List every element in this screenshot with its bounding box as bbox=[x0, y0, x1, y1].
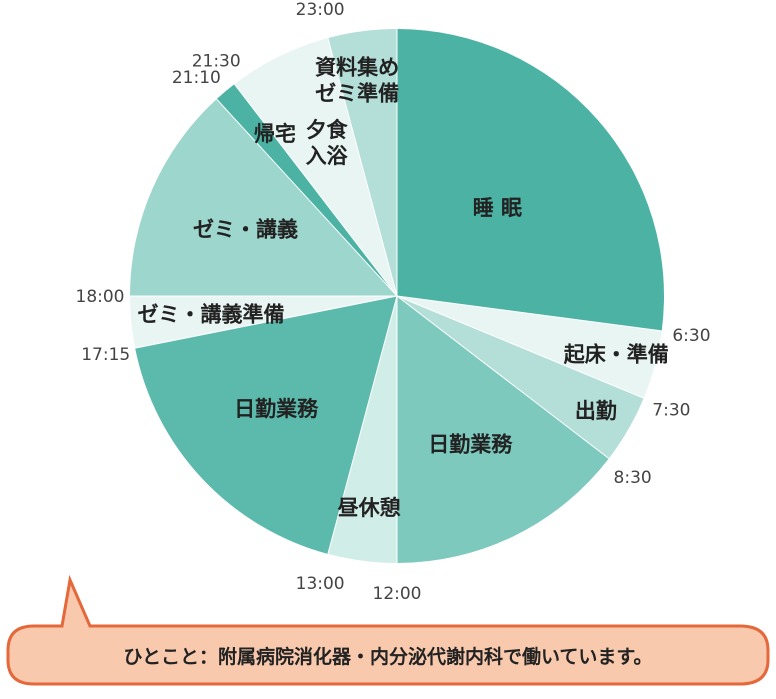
slice-label: 睡 眠 bbox=[473, 196, 522, 220]
slice-divider bbox=[396, 295, 644, 399]
pie-slice bbox=[397, 296, 662, 399]
slice-label: 日勤業務 bbox=[428, 432, 513, 456]
pie-slice bbox=[327, 296, 397, 563]
time-label: 8:30 bbox=[614, 468, 652, 488]
speech-bubble-shape bbox=[6, 574, 770, 686]
time-labels: 6:30 7:30 8:30 12:00 13:00 17:15 18:00 21:1021:… bbox=[76, 0, 711, 600]
pie-slices bbox=[130, 29, 664, 563]
slice-label: ゼミ・講義準備 bbox=[137, 302, 284, 326]
slice-divider bbox=[327, 37, 398, 297]
time-label: 12:00 bbox=[373, 584, 422, 600]
pie-slice bbox=[216, 84, 397, 297]
slice-label: 起床・準備 bbox=[563, 343, 669, 367]
pie-slice bbox=[234, 38, 397, 296]
slice-divider bbox=[234, 83, 398, 297]
slice-label: 昼休憩 bbox=[338, 496, 401, 520]
slice-label: ゼミ・講義 bbox=[193, 217, 298, 241]
slice-label: 夕食入浴 bbox=[306, 118, 349, 168]
slice-label: 出勤 bbox=[575, 399, 617, 423]
pie-slice bbox=[130, 99, 397, 297]
pie-slice bbox=[397, 29, 664, 331]
slice-divider bbox=[327, 295, 398, 555]
pie-slice bbox=[397, 296, 609, 563]
slice-label: 帰宅 bbox=[254, 122, 296, 146]
slice-divider bbox=[396, 295, 662, 332]
time-label: 23:00 bbox=[296, 0, 345, 20]
pie-slice bbox=[397, 296, 644, 459]
slice-divider bbox=[216, 98, 398, 297]
pie-slice bbox=[327, 29, 397, 296]
time-label: 18:00 bbox=[76, 287, 125, 307]
time-label: 6:30 bbox=[672, 326, 710, 346]
time-label: 13:00 bbox=[296, 574, 345, 594]
pie-slice bbox=[135, 296, 398, 554]
time-label: 21:30 bbox=[192, 51, 241, 71]
time-label: 21:10 bbox=[172, 68, 221, 88]
slice-divider bbox=[135, 295, 398, 349]
slice-divider bbox=[396, 295, 610, 459]
slice-label: 日勤業務 bbox=[234, 397, 319, 421]
slice-label: 資料集めゼミ準備 bbox=[315, 56, 399, 106]
time-label: 17:15 bbox=[81, 345, 130, 365]
comment-text: ひとこと：附属病院消化器・内分泌代謝内科で働いています。 bbox=[124, 645, 653, 668]
time-label: 7:30 bbox=[652, 401, 690, 421]
